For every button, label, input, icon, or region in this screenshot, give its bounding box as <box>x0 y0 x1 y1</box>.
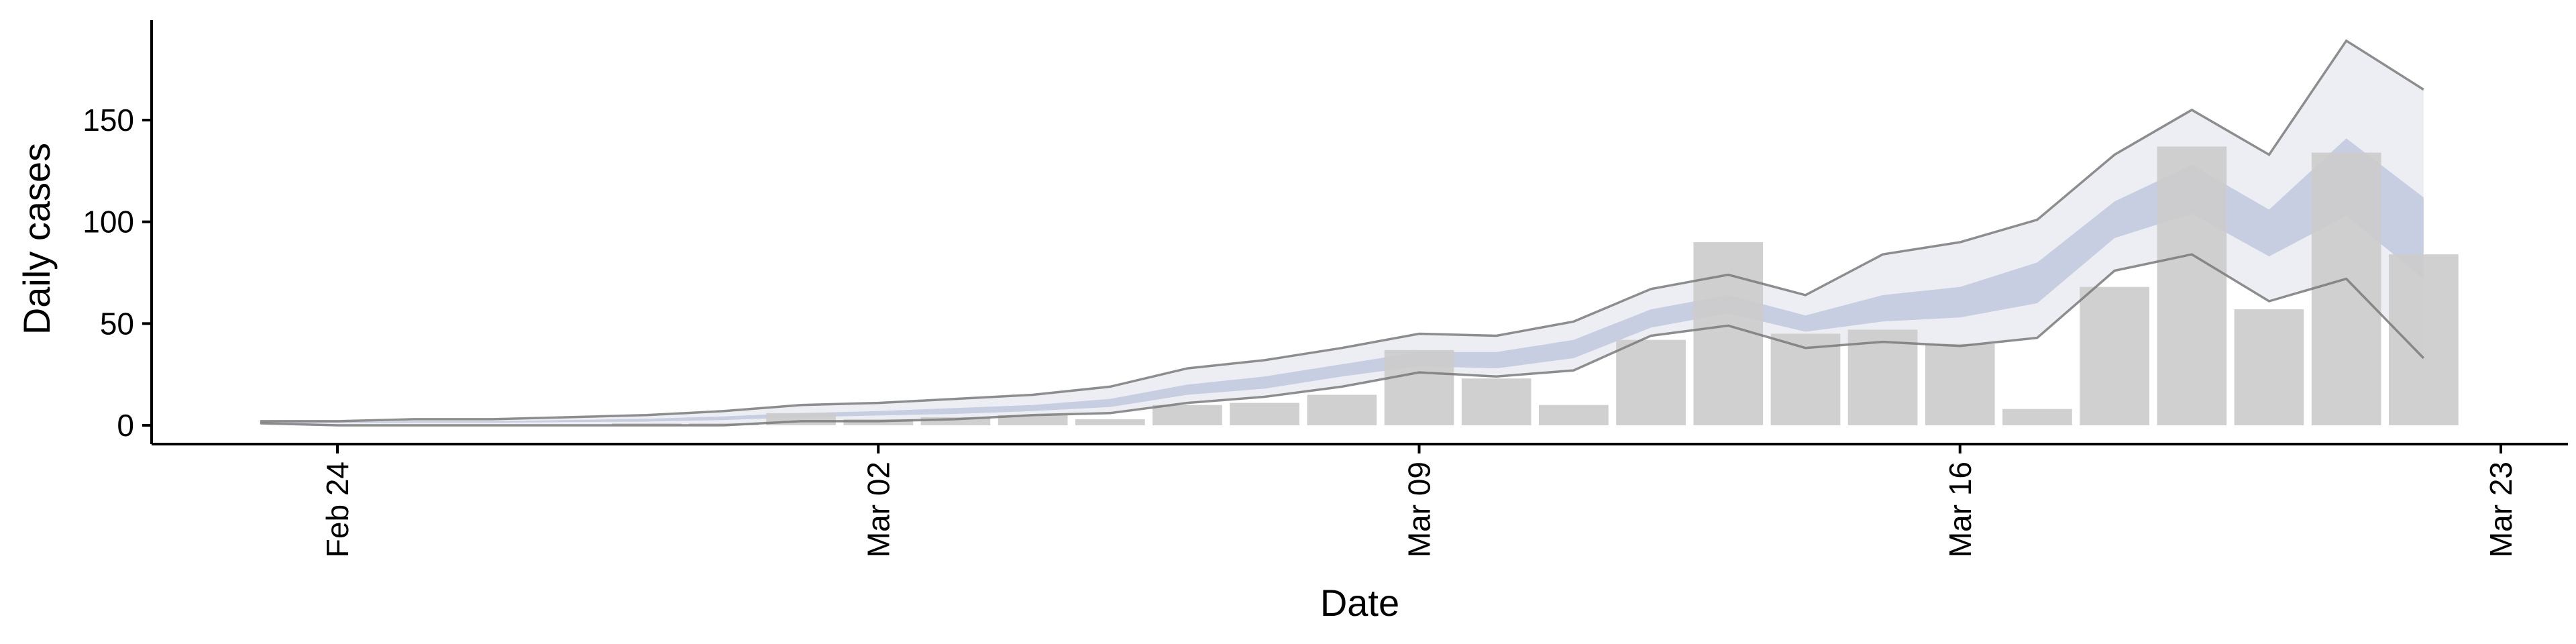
bar-2020-03-22 <box>2389 254 2459 425</box>
daily-case-bars <box>611 146 2459 425</box>
y-tick-label-100: 100 <box>83 205 134 239</box>
x-tick-label-2020-03-02: Mar 02 <box>861 462 896 557</box>
estimate-band-50 <box>260 138 2424 423</box>
bar-2020-03-20 <box>2234 309 2304 425</box>
estimate-band-90 <box>260 40 2424 425</box>
estimate-bound-lines <box>260 39 2425 427</box>
y-axis-ticks: 0 50 100 150 <box>83 103 152 443</box>
y-axis-title: Daily cases <box>15 143 58 335</box>
bar-2020-03-10 <box>1461 378 1532 425</box>
x-axis-ticks: Feb 24 Mar 02 Mar 09 Mar 16 Mar 23 <box>320 444 2518 557</box>
bar-2020-03-04 <box>998 415 1068 425</box>
estimate-bands <box>260 40 2424 425</box>
bar-2020-03-13 <box>1693 242 1764 425</box>
bar-2020-03-11 <box>1539 405 1609 425</box>
bar-2020-03-05 <box>1075 419 1145 425</box>
x-tick-label-2020-03-09: Mar 09 <box>1402 462 1437 557</box>
bar-2020-03-12 <box>1616 339 1686 425</box>
upper-bound-line <box>260 39 2424 423</box>
bar-2020-03-07 <box>1230 402 1299 425</box>
bar-2020-03-09 <box>1384 350 1454 425</box>
plot-area <box>260 39 2459 427</box>
x-axis-title: Date <box>1320 582 1399 624</box>
y-tick-label-50: 50 <box>100 306 134 341</box>
bar-2020-03-21 <box>2311 152 2381 425</box>
bar-2020-03-06 <box>1152 405 1222 425</box>
x-tick-label-2020-03-23: Mar 23 <box>2483 462 2518 557</box>
y-tick-label-0: 0 <box>117 408 134 443</box>
axes: 0 50 100 150 Feb 24 Mar 02 Mar 09 Mar 16 Mar 23 <box>83 20 2568 557</box>
bar-2020-03-17 <box>2002 409 2072 425</box>
y-tick-label-150: 150 <box>83 103 134 138</box>
lower-bound-line <box>260 253 2425 427</box>
bar-2020-03-19 <box>2157 146 2227 425</box>
x-tick-label-2020-03-16: Mar 16 <box>1943 462 1978 557</box>
bar-2020-03-08 <box>1307 394 1377 425</box>
bar-2020-03-15 <box>1847 329 1918 425</box>
bar-2020-03-18 <box>2080 286 2149 425</box>
x-tick-label-2020-02-24: Feb 24 <box>320 462 355 557</box>
bar-2020-03-16 <box>1925 343 1995 425</box>
